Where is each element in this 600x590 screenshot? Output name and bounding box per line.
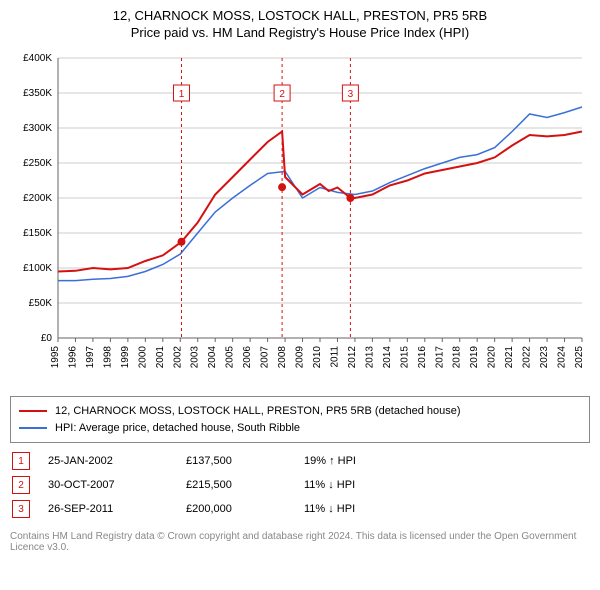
event-row-date: 26-SEP-2011	[48, 503, 168, 515]
y-tick-label: £150K	[23, 228, 52, 239]
events-table: 1 25-JAN-2002 £137,500 19% ↑ HPI 2 30-OCT-200…	[10, 449, 590, 521]
x-tick-label: 2018	[452, 346, 463, 369]
y-tick-label: £350K	[23, 88, 52, 99]
y-tick-label: £400K	[23, 53, 52, 64]
x-tick-label: 2007	[260, 346, 271, 369]
event-row: 1 25-JAN-2002 £137,500 19% ↑ HPI	[10, 449, 590, 473]
series-line	[58, 132, 582, 272]
x-tick-label: 2009	[295, 346, 306, 369]
x-tick-label: 1996	[67, 346, 78, 369]
event-row-badge: 3	[12, 500, 30, 518]
x-tick-label: 2020	[487, 346, 498, 369]
x-tick-label: 2002	[172, 346, 183, 369]
x-tick-label: 2019	[469, 346, 480, 369]
x-tick-label: 2013	[364, 346, 375, 369]
event-row-date: 25-JAN-2002	[48, 455, 168, 467]
legend-row: HPI: Average price, detached house, Sout…	[19, 420, 581, 437]
legend-label: 12, CHARNOCK MOSS, LOSTOCK HALL, PRESTON…	[55, 403, 461, 420]
x-tick-label: 1997	[85, 346, 96, 369]
x-tick-label: 2003	[190, 346, 201, 369]
x-tick-label: 2021	[504, 346, 515, 369]
event-row-badge: 1	[12, 452, 30, 470]
x-tick-label: 2016	[417, 346, 428, 369]
event-row-pct: 19% ↑ HPI	[304, 455, 424, 467]
event-dot	[278, 183, 286, 191]
event-dot	[346, 194, 354, 202]
series-line	[58, 107, 582, 281]
legend-swatch	[19, 410, 47, 412]
x-tick-label: 2024	[557, 346, 568, 369]
y-tick-label: £300K	[23, 123, 52, 134]
x-tick-label: 2011	[329, 346, 340, 368]
x-tick-label: 2022	[522, 346, 533, 369]
x-tick-label: 2006	[242, 346, 253, 369]
x-tick-label: 2005	[225, 346, 236, 369]
x-tick-label: 2004	[207, 346, 218, 369]
event-row: 3 26-SEP-2011 £200,000 11% ↓ HPI	[10, 497, 590, 521]
x-tick-label: 2023	[539, 346, 550, 369]
x-tick-label: 1995	[50, 346, 61, 369]
x-tick-label: 2010	[312, 346, 323, 369]
chart-area: £0 £50K £100K £150K £200K £250K £300K £350K £400…	[10, 48, 590, 388]
x-tick-label: 2008	[277, 346, 288, 369]
x-tick-label: 2001	[155, 346, 166, 369]
event-row-badge: 2	[12, 476, 30, 494]
x-tick-label: 2025	[574, 346, 585, 369]
footer-text: Contains HM Land Registry data © Crown c…	[10, 531, 590, 553]
event-row-pct: 11% ↓ HPI	[304, 479, 424, 491]
event-row-price: £215,500	[186, 479, 286, 491]
x-tick-label: 2015	[399, 346, 410, 369]
title-block: 12, CHARNOCK MOSS, LOSTOCK HALL, PRESTON…	[10, 8, 590, 40]
legend-row: 12, CHARNOCK MOSS, LOSTOCK HALL, PRESTON…	[19, 403, 581, 420]
y-tick-label: £0	[41, 333, 53, 344]
y-tick-label: £250K	[23, 158, 52, 169]
y-tick-label: £50K	[29, 298, 53, 309]
x-tick-label: 2000	[137, 346, 148, 369]
event-row-price: £137,500	[186, 455, 286, 467]
x-tick-label: 1998	[102, 346, 113, 369]
x-tick-label: 2014	[382, 346, 393, 369]
event-row: 2 30-OCT-2007 £215,500 11% ↓ HPI	[10, 473, 590, 497]
y-tick-label: £100K	[23, 263, 52, 274]
page-container: 12, CHARNOCK MOSS, LOSTOCK HALL, PRESTON…	[0, 0, 600, 590]
legend-label: HPI: Average price, detached house, Sout…	[55, 420, 300, 437]
x-tick-label: 2017	[434, 346, 445, 369]
x-tick-label: 1999	[120, 346, 131, 369]
title-subtitle: Price paid vs. HM Land Registry's House …	[10, 25, 590, 40]
title-address: 12, CHARNOCK MOSS, LOSTOCK HALL, PRESTON…	[10, 8, 590, 23]
event-row-price: £200,000	[186, 503, 286, 515]
event-badge-number: 2	[279, 89, 285, 100]
legend-box: 12, CHARNOCK MOSS, LOSTOCK HALL, PRESTON…	[10, 396, 590, 443]
event-badge-number: 3	[348, 89, 354, 100]
event-row-date: 30-OCT-2007	[48, 479, 168, 491]
y-tick-label: £200K	[23, 193, 52, 204]
x-tick-label: 2012	[347, 346, 358, 369]
chart-svg: £0 £50K £100K £150K £200K £250K £300K £350K £400…	[10, 48, 590, 388]
event-badge-number: 1	[179, 89, 185, 100]
event-dot	[177, 238, 185, 246]
event-row-pct: 11% ↓ HPI	[304, 503, 424, 515]
legend-swatch	[19, 427, 47, 429]
